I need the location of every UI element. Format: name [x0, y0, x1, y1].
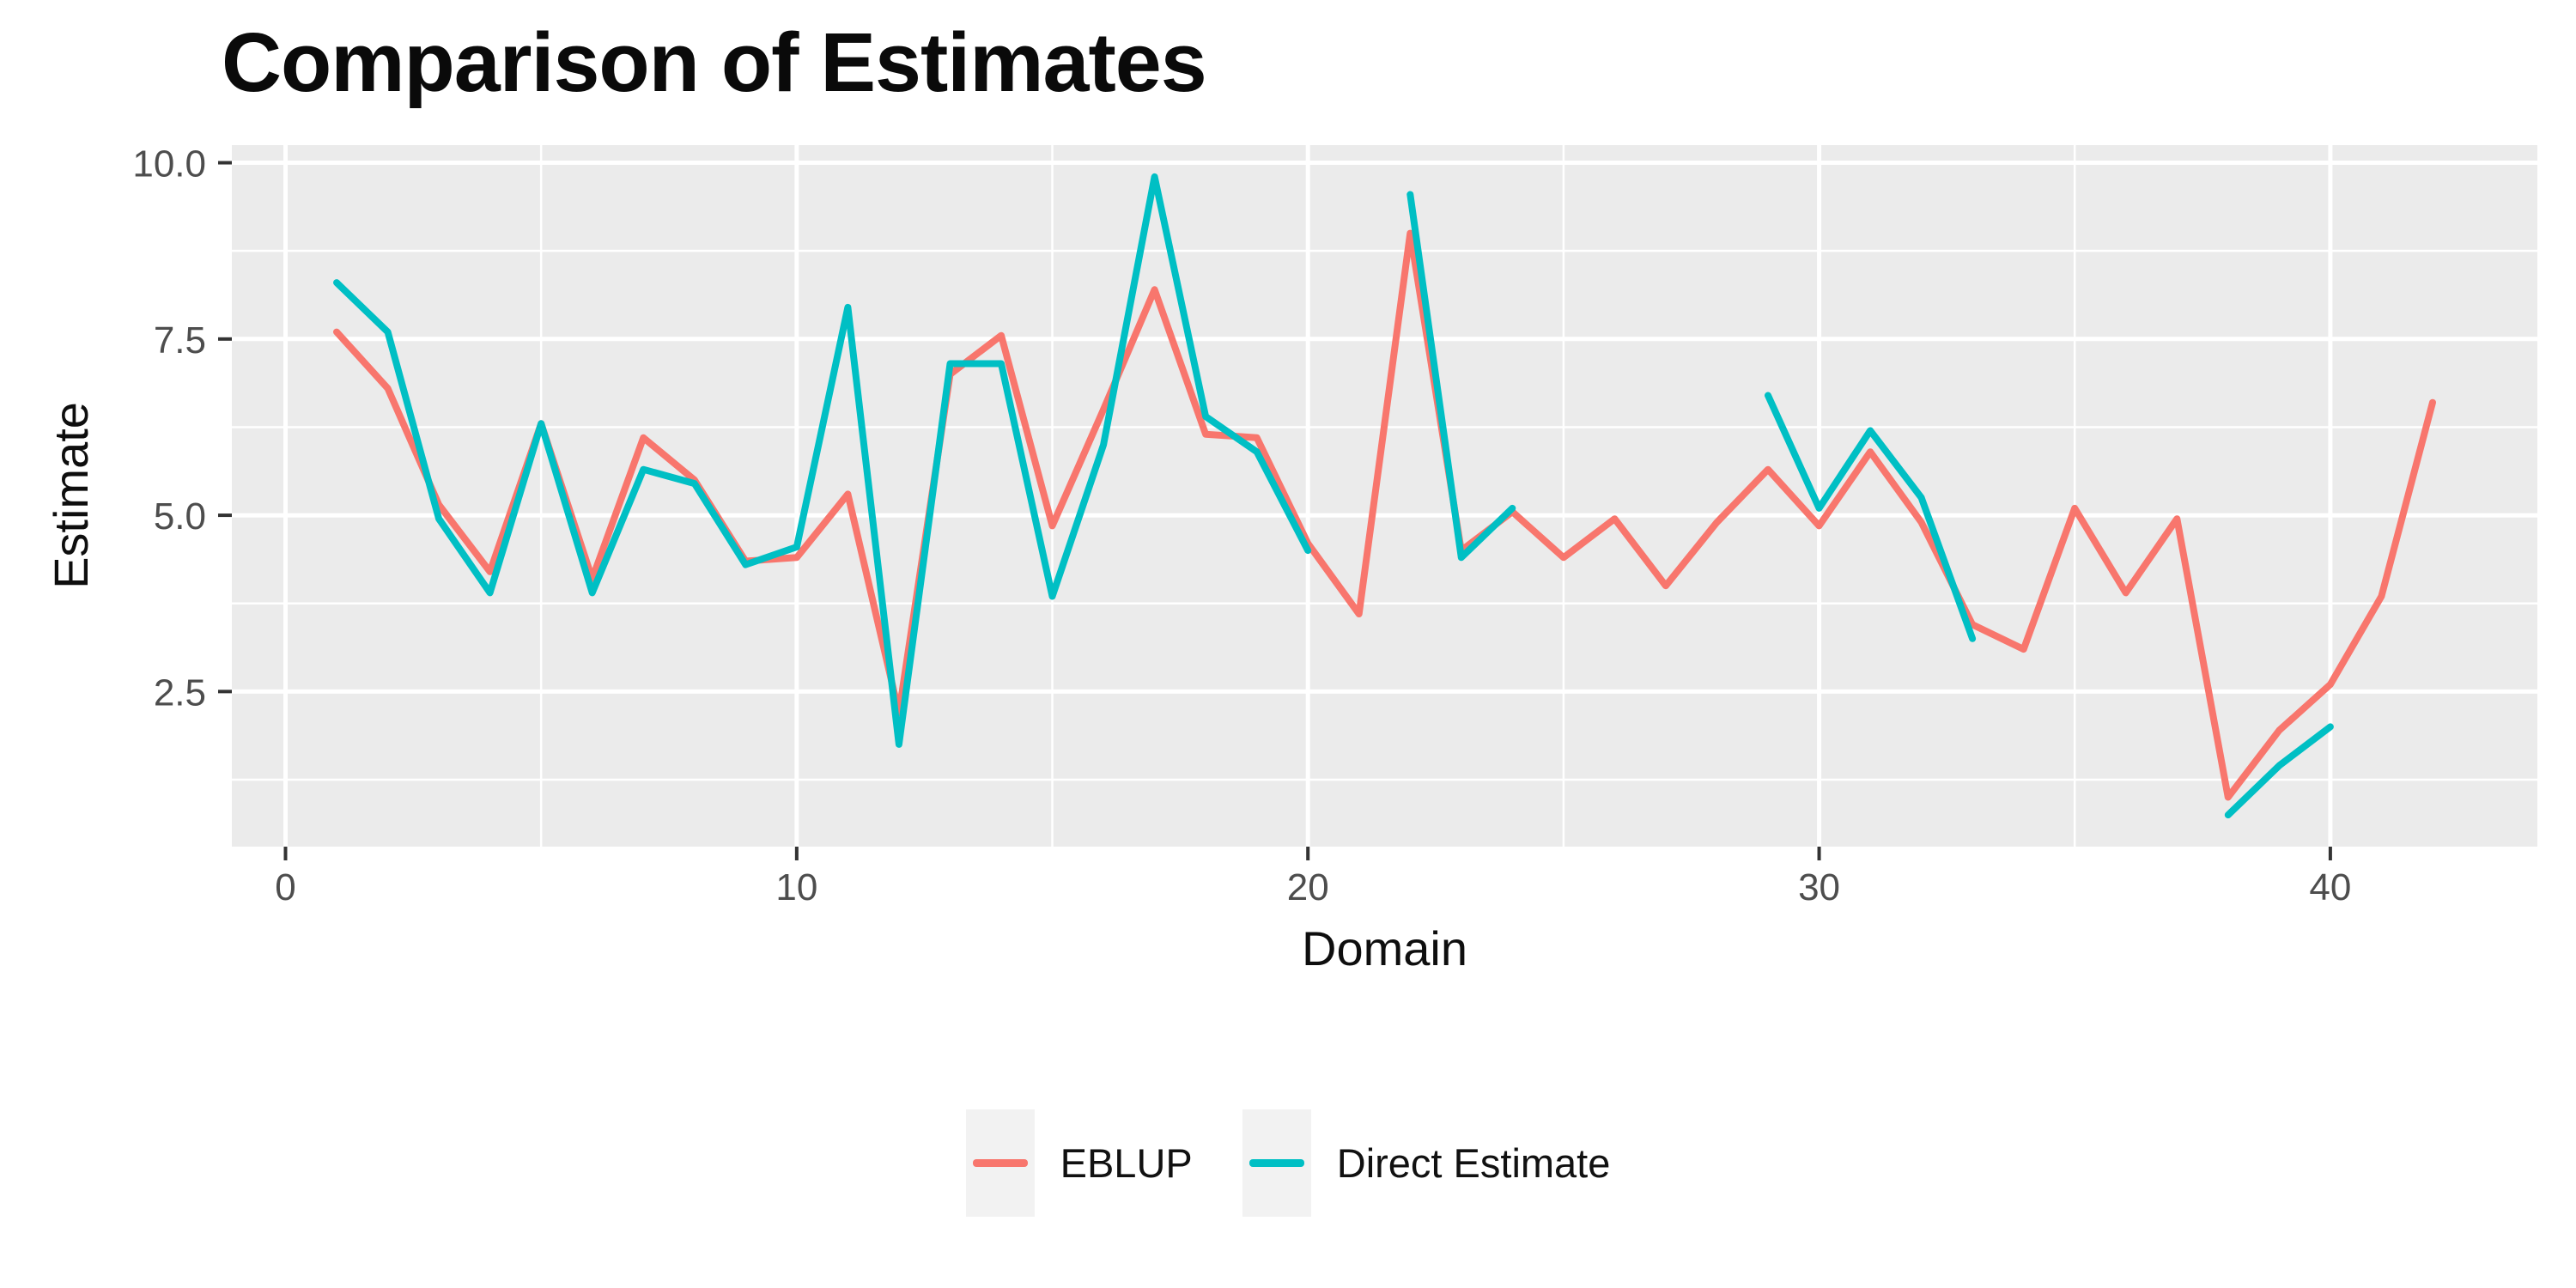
x-tick-label: 10 [775, 866, 817, 908]
series-line-eblup [333, 229, 2436, 801]
legend-item-direct-estimate: Direct Estimate [1242, 1109, 1611, 1217]
axis-ticks [218, 161, 2332, 860]
series-line-direct-estimate [333, 173, 2334, 819]
x-tick-label: 40 [2309, 866, 2351, 908]
legend: EBLUP Direct Estimate [0, 1109, 2576, 1217]
y-tick-label: 7.5 [154, 319, 206, 361]
y-tick-label: 10.0 [132, 143, 206, 185]
legend-label-direct-estimate: Direct Estimate [1336, 1140, 1611, 1186]
panel-background [232, 145, 2537, 847]
y-tick-label: 2.5 [154, 671, 206, 714]
x-tick-label: 30 [1798, 866, 1840, 908]
x-tick-label: 20 [1287, 866, 1329, 908]
x-tick-labels: 0 10 20 30 40 [275, 866, 2351, 908]
legend-key-eblup [965, 1109, 1035, 1217]
y-axis-title: Estimate [44, 402, 98, 589]
chart-title: Comparison of Estimates [222, 15, 1207, 109]
y-tick-label: 5.0 [154, 495, 206, 538]
y-tick-labels: 2.5 5.0 7.5 10.0 [132, 143, 206, 714]
legend-item-eblup: EBLUP [965, 1109, 1193, 1217]
x-tick-label: 0 [275, 866, 295, 908]
legend-label-eblup: EBLUP [1060, 1140, 1193, 1186]
x-axis-title: Domain [1302, 921, 1467, 975]
eblup-line-swatch-icon [972, 1159, 1028, 1167]
legend-key-direct-estimate [1242, 1109, 1311, 1217]
direct-estimate-line-swatch-icon [1249, 1159, 1304, 1167]
